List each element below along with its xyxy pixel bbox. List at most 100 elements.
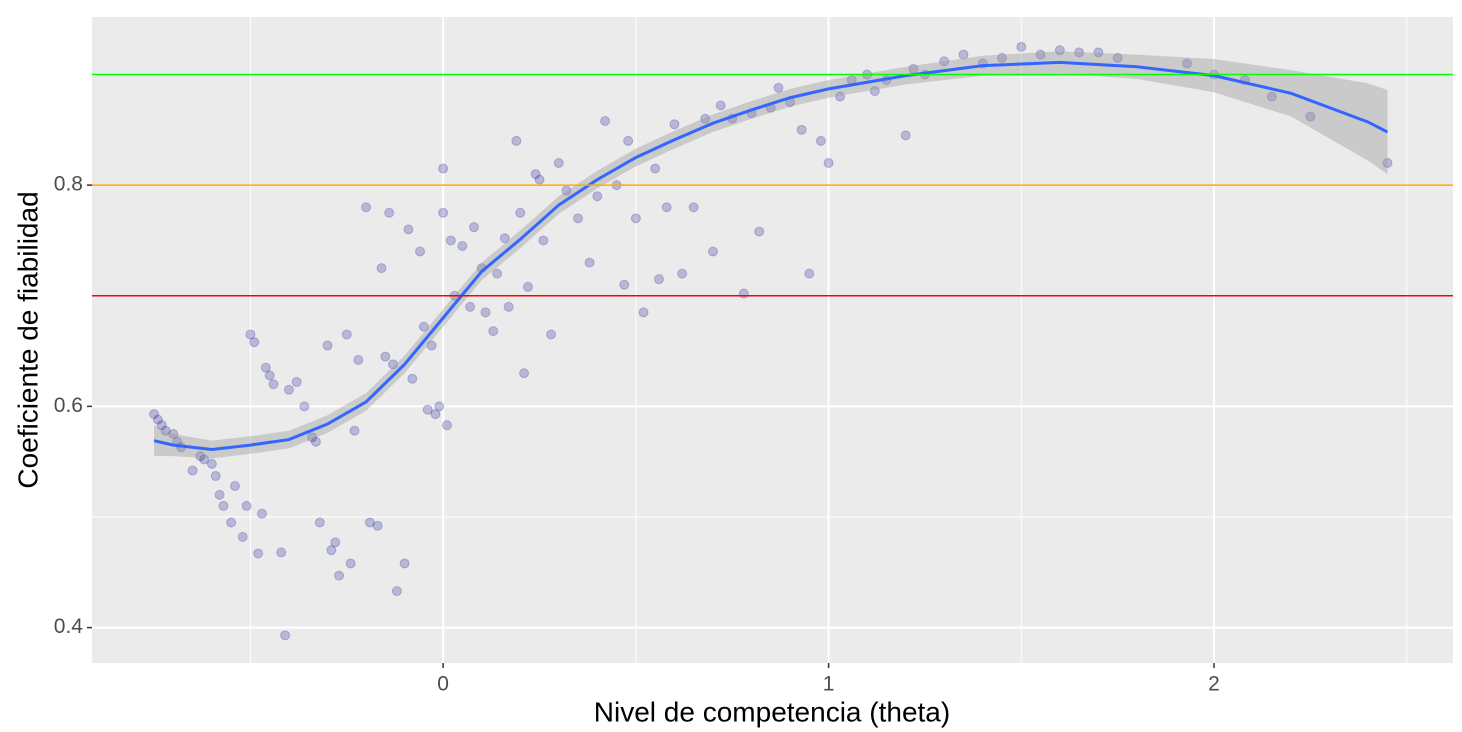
point xyxy=(669,119,680,130)
point xyxy=(253,548,264,559)
point xyxy=(418,321,429,332)
point xyxy=(530,169,541,180)
point xyxy=(438,163,449,174)
point xyxy=(310,436,321,447)
point xyxy=(237,531,248,542)
point xyxy=(168,429,179,440)
point xyxy=(299,401,310,412)
point xyxy=(422,404,433,415)
point xyxy=(256,508,267,519)
point xyxy=(997,52,1008,63)
point xyxy=(380,351,391,362)
point xyxy=(341,329,352,340)
point xyxy=(1182,58,1193,69)
point xyxy=(623,135,634,146)
point xyxy=(600,115,611,126)
point xyxy=(804,268,815,279)
point xyxy=(1382,158,1393,169)
point xyxy=(226,517,237,528)
point xyxy=(276,547,287,558)
point xyxy=(515,207,526,218)
point xyxy=(149,409,160,420)
point xyxy=(1035,49,1046,60)
point xyxy=(430,409,441,420)
point xyxy=(488,326,499,337)
point xyxy=(364,517,375,528)
point xyxy=(361,202,372,213)
point xyxy=(1074,47,1085,58)
point xyxy=(619,279,630,290)
confidence-ribbon xyxy=(154,51,1388,459)
point xyxy=(815,135,826,146)
point xyxy=(241,500,252,511)
point xyxy=(592,191,603,202)
point xyxy=(754,226,765,237)
point xyxy=(218,500,229,511)
point xyxy=(738,288,749,299)
point xyxy=(553,158,564,169)
point xyxy=(519,368,530,379)
point xyxy=(372,520,383,531)
x-axis-title: Nivel de competencia (theta) xyxy=(594,696,950,727)
point xyxy=(823,158,834,169)
point xyxy=(869,86,880,97)
point xyxy=(441,420,452,431)
point xyxy=(1016,41,1027,52)
point xyxy=(415,246,426,257)
point xyxy=(546,329,557,340)
point xyxy=(630,213,641,224)
point xyxy=(638,307,649,318)
point xyxy=(291,377,302,388)
point xyxy=(156,420,167,431)
point xyxy=(345,558,356,569)
point xyxy=(561,185,572,196)
point xyxy=(249,337,260,348)
point xyxy=(538,235,549,246)
point xyxy=(245,329,256,340)
point xyxy=(399,558,410,569)
point xyxy=(326,545,337,556)
point xyxy=(160,425,171,436)
y-tick-label: 0.6 xyxy=(54,394,83,417)
point xyxy=(584,257,595,268)
point xyxy=(1093,47,1104,58)
point xyxy=(229,481,240,492)
point xyxy=(492,268,503,279)
point xyxy=(407,373,418,384)
point xyxy=(388,359,399,370)
y-tick-label: 0.4 xyxy=(54,615,84,638)
point xyxy=(1305,111,1316,122)
point xyxy=(700,113,711,124)
point xyxy=(688,202,699,213)
point xyxy=(1266,91,1277,102)
point xyxy=(503,301,514,312)
point xyxy=(260,362,271,373)
point xyxy=(499,233,510,244)
point xyxy=(280,630,291,641)
point xyxy=(152,414,163,425)
point xyxy=(1054,45,1065,56)
point xyxy=(314,517,325,528)
point xyxy=(677,268,688,279)
point xyxy=(426,340,437,351)
point xyxy=(573,213,584,224)
y-axis-title: Coeficiente de fiabilidad xyxy=(12,191,43,488)
point xyxy=(434,401,445,412)
point xyxy=(264,370,275,381)
point xyxy=(534,174,545,185)
x-tick-label: 1 xyxy=(823,673,835,696)
point xyxy=(1112,52,1123,63)
x-tick-label: 2 xyxy=(1208,673,1220,696)
point xyxy=(480,307,491,318)
point xyxy=(199,454,210,465)
point xyxy=(195,451,206,462)
point xyxy=(468,222,479,233)
point xyxy=(445,235,456,246)
point xyxy=(349,425,360,436)
point xyxy=(661,202,672,213)
point xyxy=(773,82,784,93)
point xyxy=(283,384,294,395)
point xyxy=(465,301,476,312)
smooth-line xyxy=(153,60,1389,452)
